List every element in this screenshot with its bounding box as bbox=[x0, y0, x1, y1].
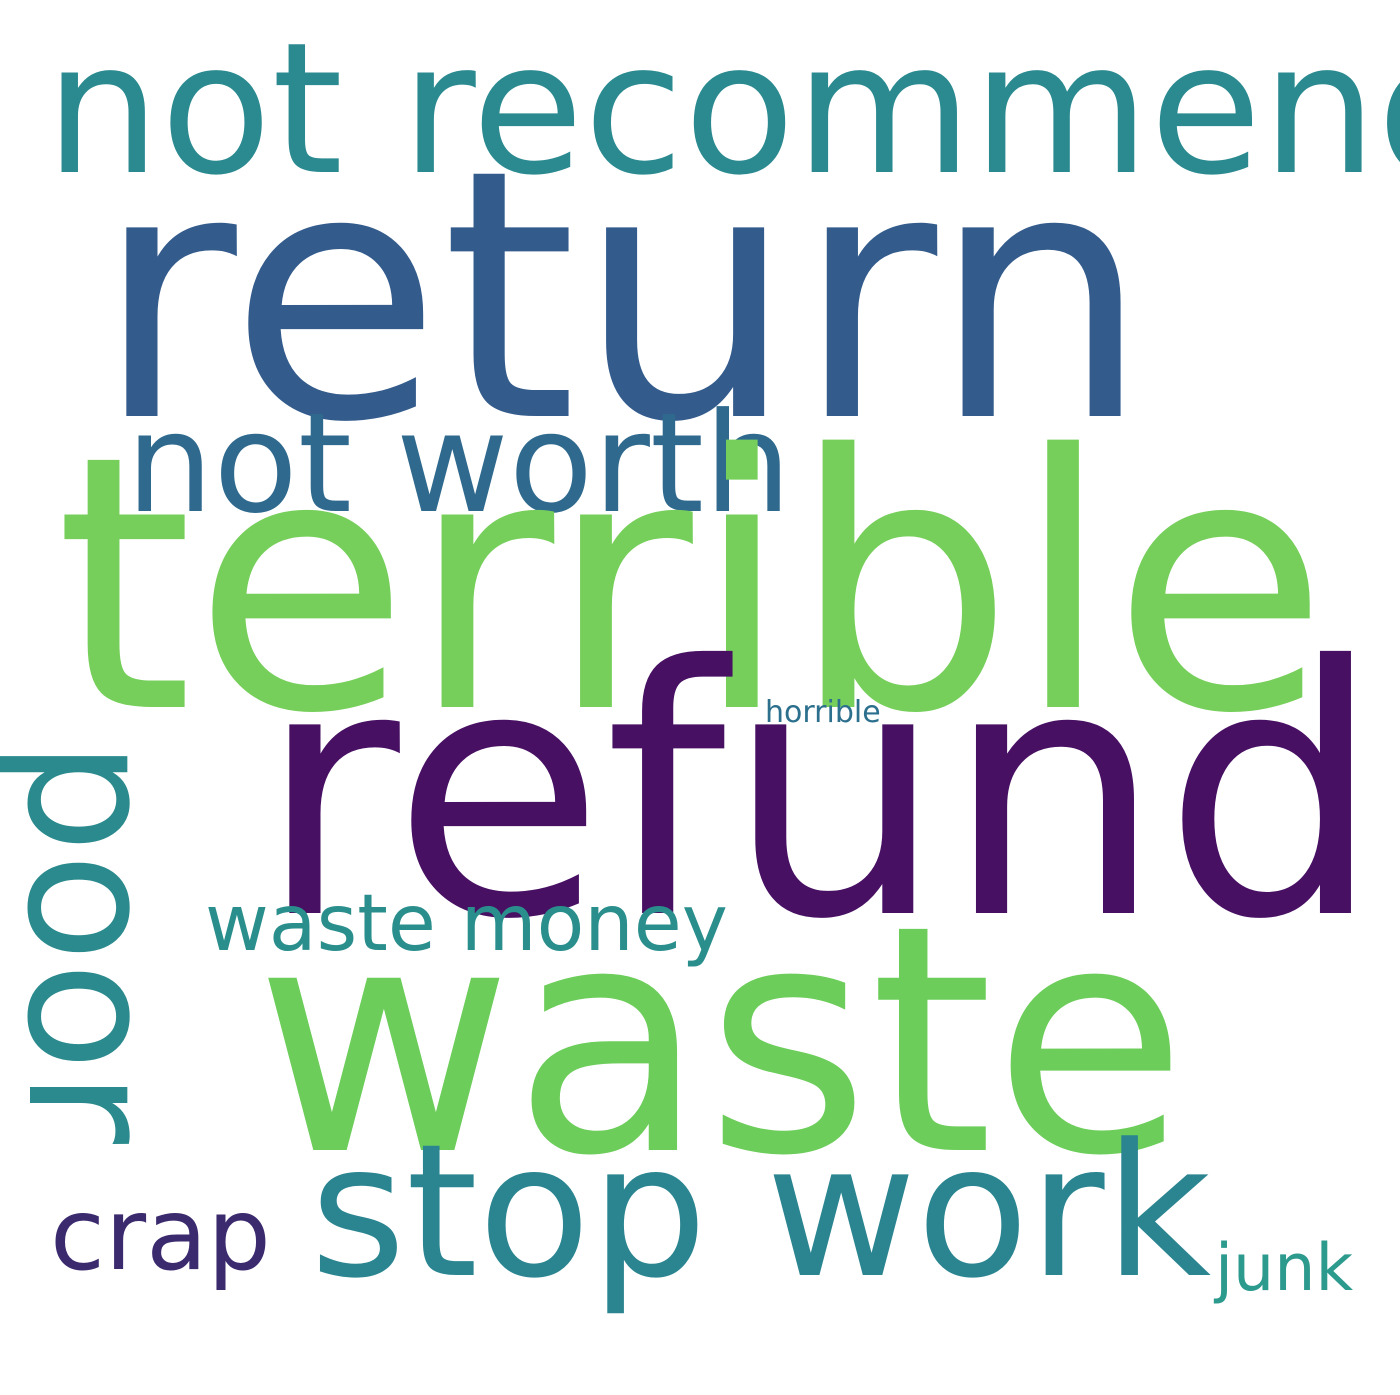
word-stop-work: stop work bbox=[310, 1105, 1212, 1319]
word-not-recommend: not recommend bbox=[45, 3, 1400, 215]
word-horrible: horrible bbox=[765, 695, 881, 730]
word-crap: crap bbox=[50, 1176, 271, 1293]
word-waste: waste bbox=[255, 859, 1188, 1225]
word-not-worth: not worth bbox=[126, 383, 792, 544]
word-return: return bbox=[95, 97, 1150, 498]
word-waste-money: waste money bbox=[205, 879, 728, 969]
word-terrible: terrible bbox=[55, 381, 1329, 791]
word-poor: poor bbox=[0, 740, 195, 1144]
word-junk: junk bbox=[1215, 1231, 1354, 1306]
word-refund: refund bbox=[258, 594, 1383, 995]
